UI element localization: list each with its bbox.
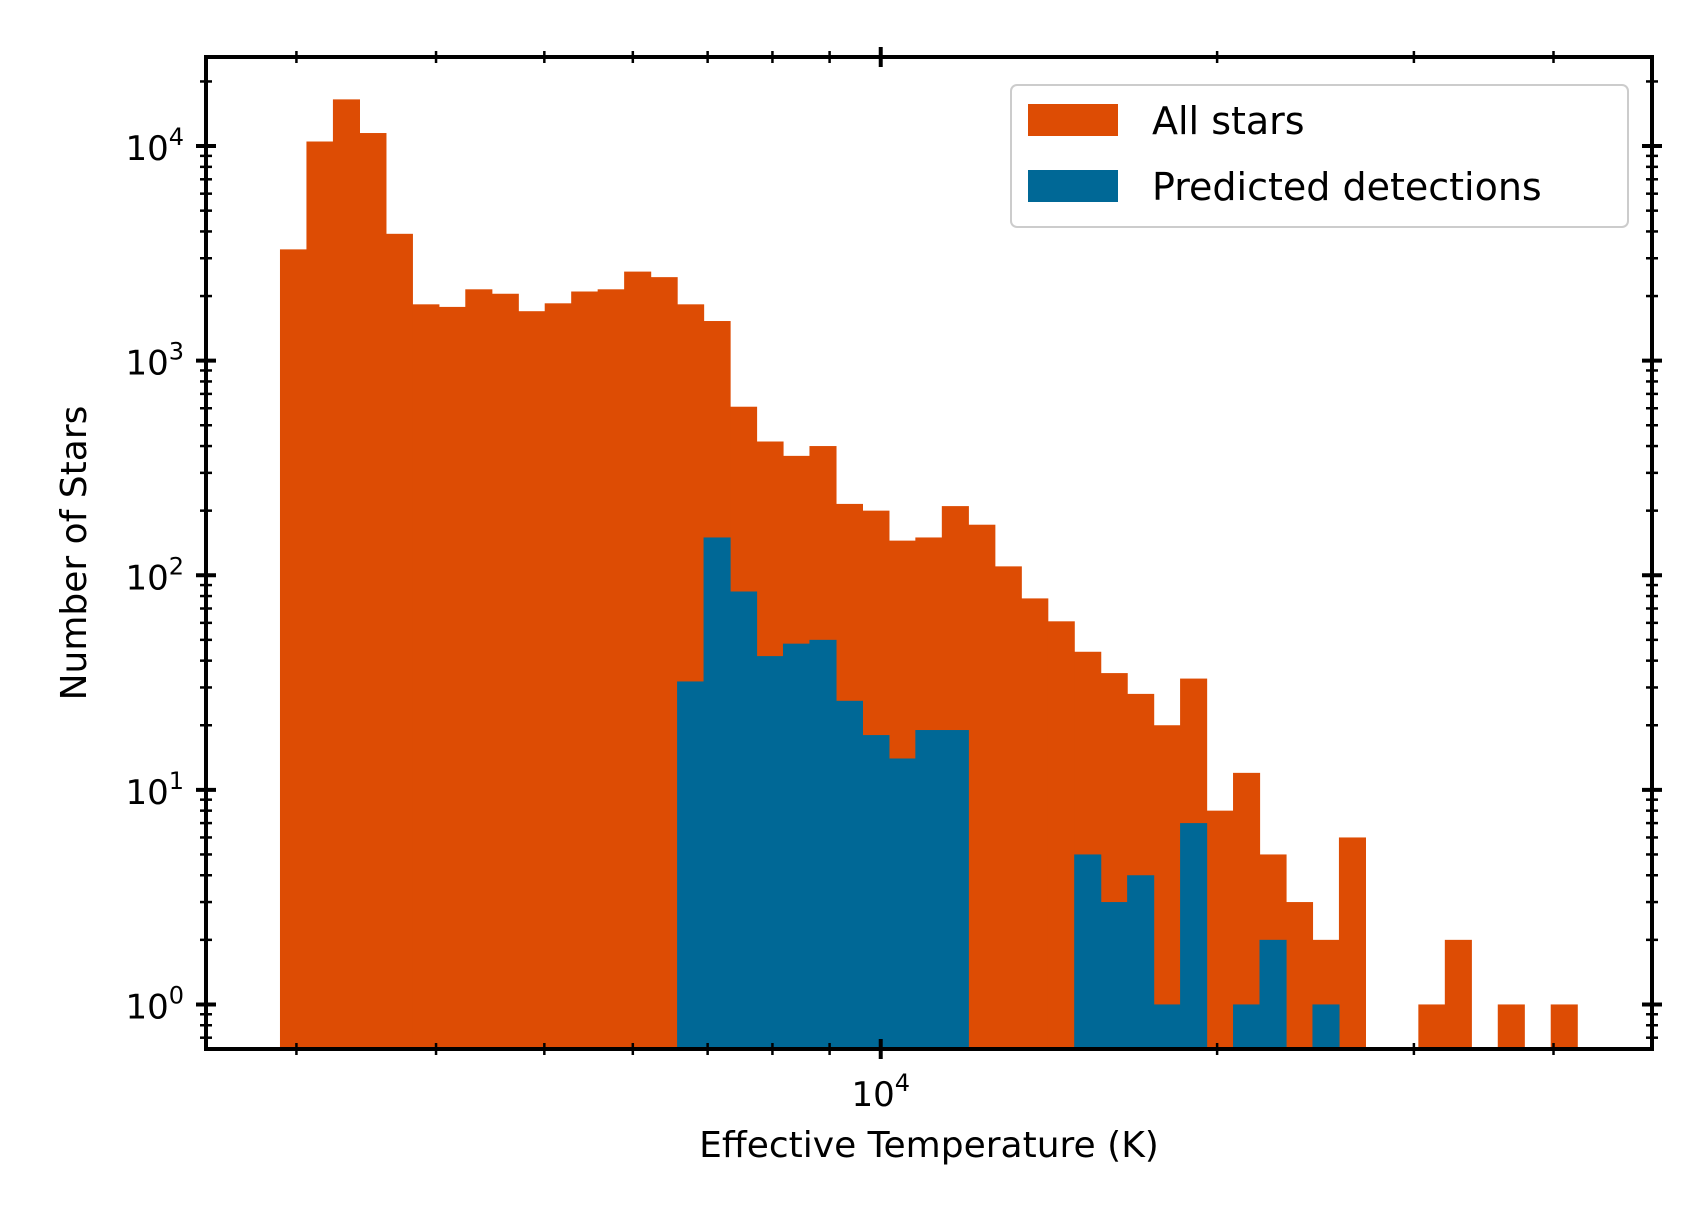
tick-labels: 100 101 102 103 104 104 <box>125 123 910 1115</box>
y-tick-label: 100 <box>125 981 184 1027</box>
bar-predicted-detections <box>1233 1004 1261 1049</box>
bar-all-stars <box>544 303 572 1049</box>
bar-all-stars <box>1418 1004 1446 1049</box>
bar-predicted-detections <box>730 591 758 1049</box>
bar-predicted-detections <box>1180 823 1208 1049</box>
y-tick-label: 104 <box>125 123 184 169</box>
legend-box <box>1010 84 1629 228</box>
bar-all-stars <box>332 99 360 1049</box>
bar-predicted-detections <box>835 700 863 1049</box>
predicted-detections-bars <box>677 537 1340 1049</box>
bar-predicted-detections <box>809 639 837 1049</box>
bar-all-stars <box>571 291 599 1049</box>
bar-all-stars <box>1338 837 1366 1049</box>
bar-all-stars <box>359 133 387 1049</box>
bar-predicted-detections <box>703 537 731 1049</box>
bar-predicted-detections <box>941 730 969 1049</box>
bar-all-stars <box>465 289 493 1050</box>
legend-label-predicted-detections: Predicted detections <box>1152 165 1542 209</box>
bar-predicted-detections <box>1074 854 1102 1049</box>
bar-all-stars <box>438 306 466 1049</box>
legend: All stars Predicted detections <box>1010 84 1629 228</box>
legend-swatch-all-stars <box>1028 104 1118 136</box>
x-axis-label: Effective Temperature (K) <box>699 1125 1159 1166</box>
bar-predicted-detections <box>1153 1004 1181 1049</box>
bar-predicted-detections <box>888 758 916 1049</box>
bar-all-stars <box>597 289 625 1050</box>
bar-all-stars <box>412 304 440 1049</box>
bar-all-stars <box>994 566 1022 1049</box>
y-tick-label: 102 <box>125 552 184 598</box>
bar-all-stars <box>385 233 413 1049</box>
bar-predicted-detections <box>862 735 890 1049</box>
y-axis-label: Number of Stars <box>54 406 95 701</box>
bar-predicted-detections <box>677 681 705 1049</box>
x-tick-label: 104 <box>851 1069 910 1115</box>
bar-all-stars <box>968 524 996 1049</box>
bar-all-stars <box>1444 939 1472 1049</box>
bar-predicted-detections <box>1100 902 1128 1049</box>
bar-predicted-detections <box>915 730 943 1049</box>
bar-predicted-detections <box>782 643 811 1049</box>
bar-all-stars <box>1153 725 1181 1049</box>
y-tick-label: 103 <box>125 338 184 384</box>
bar-predicted-detections <box>1259 939 1287 1049</box>
legend-swatch-predicted-detections <box>1028 170 1118 202</box>
legend-label-all-stars: All stars <box>1152 99 1305 143</box>
bar-all-stars <box>1550 1004 1578 1049</box>
bar-all-stars <box>624 271 652 1049</box>
bar-all-stars <box>1233 772 1261 1049</box>
bar-all-stars <box>1021 598 1049 1049</box>
bar-all-stars <box>1047 621 1075 1049</box>
bar-all-stars <box>279 249 308 1049</box>
bar-predicted-detections <box>756 656 784 1049</box>
bar-predicted-detections <box>1312 1004 1340 1049</box>
bar-all-stars <box>518 311 546 1049</box>
bar-all-stars <box>306 141 334 1049</box>
bar-all-stars <box>491 293 519 1049</box>
bar-predicted-detections <box>1127 875 1155 1049</box>
bar-all-stars <box>650 277 678 1049</box>
bar-all-stars <box>1497 1004 1525 1049</box>
bar-all-stars <box>1285 902 1314 1049</box>
y-tick-label: 101 <box>125 767 184 813</box>
plot-frame <box>204 55 1654 1051</box>
bar-all-stars <box>1206 810 1234 1049</box>
